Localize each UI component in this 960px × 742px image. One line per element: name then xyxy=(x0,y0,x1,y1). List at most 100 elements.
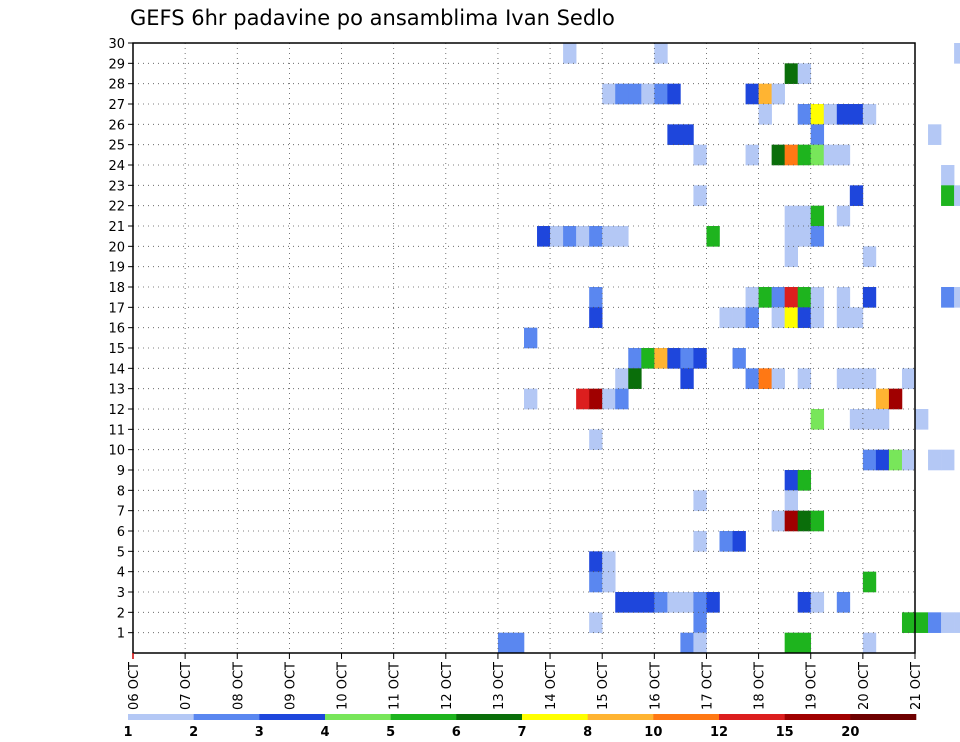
heatmap-cell xyxy=(641,592,655,613)
colorbar-segment xyxy=(456,714,523,720)
colorbar-segment xyxy=(128,714,194,720)
heatmap-cell xyxy=(784,470,798,491)
heatmap-cell xyxy=(862,409,877,430)
heatmap-cell xyxy=(719,531,733,552)
heatmap-cell xyxy=(888,449,903,471)
x-tick-label: 08 OCT xyxy=(231,662,246,710)
heatmap-cell xyxy=(524,327,538,349)
heatmap-cell xyxy=(862,632,877,654)
heatmap-cell xyxy=(901,368,916,389)
heatmap-cell xyxy=(589,226,603,247)
heatmap-cell xyxy=(797,144,812,166)
heatmap-cell xyxy=(524,388,538,410)
heatmap-cell xyxy=(654,592,668,613)
heatmap-cell xyxy=(784,307,798,328)
heatmap-cell xyxy=(784,287,798,308)
heatmap-cell xyxy=(941,165,955,186)
x-tick-label: 20 OCT xyxy=(857,662,872,710)
heatmap-cell xyxy=(928,612,942,633)
heatmap-cell xyxy=(928,449,942,471)
heatmap-cell xyxy=(589,571,603,593)
heatmap-cell xyxy=(797,287,812,308)
chart-title: GEFS 6hr padavine po ansamblima Ivan Sed… xyxy=(130,6,615,30)
heatmap-cell xyxy=(954,287,960,308)
heatmap-cell xyxy=(563,43,577,64)
heatmap-cell xyxy=(628,83,642,105)
heatmap-cell xyxy=(836,205,851,227)
heatmap-cell xyxy=(810,307,825,328)
heatmap-cell xyxy=(745,368,759,389)
heatmap-cell xyxy=(862,246,877,267)
heatmap-cell xyxy=(615,226,629,247)
heatmap-cell xyxy=(497,632,512,654)
colorbar-label: 10 xyxy=(644,725,662,740)
heatmap-cell xyxy=(654,348,668,369)
heatmap-cell xyxy=(784,144,798,166)
heatmap-cell xyxy=(901,449,916,471)
y-tick-label: 1 xyxy=(117,627,125,642)
heatmap-cell xyxy=(758,287,772,308)
heatmap-cell xyxy=(693,348,707,369)
heatmap-cell xyxy=(862,368,877,389)
heatmap-cell xyxy=(784,226,798,247)
heatmap-cell xyxy=(667,124,681,145)
heatmap-cell xyxy=(875,449,890,471)
colorbar-segment xyxy=(850,714,917,720)
x-tick-label: 15 OCT xyxy=(596,662,611,710)
y-tick-label: 22 xyxy=(108,200,125,215)
y-tick-label: 12 xyxy=(108,403,125,418)
x-tick-label: 12 OCT xyxy=(440,662,455,710)
heatmap-cell xyxy=(771,307,785,328)
x-tick-label: 19 OCT xyxy=(805,662,820,710)
heatmap-cell xyxy=(758,83,772,105)
colorbar-segment xyxy=(390,714,457,720)
heatmap-cell xyxy=(849,409,864,430)
heatmap-cell xyxy=(615,368,629,389)
y-tick-label: 6 xyxy=(117,525,125,540)
heatmap-cell xyxy=(589,287,603,308)
heatmap-cell xyxy=(954,185,960,206)
y-tick-label: 16 xyxy=(108,322,125,337)
heatmap-cell xyxy=(510,632,525,654)
heatmap-cell xyxy=(732,307,746,328)
heatmap-cell xyxy=(941,185,955,206)
heatmap-cell xyxy=(836,104,851,125)
heatmap-cell xyxy=(693,612,707,633)
heatmap-cell xyxy=(954,43,960,64)
heatmap-cell xyxy=(758,104,772,125)
heatmap-cell xyxy=(615,592,629,613)
colorbar-label: 20 xyxy=(841,725,859,740)
heatmap-cell xyxy=(758,368,772,389)
heatmap-cell xyxy=(745,287,759,308)
x-tick-label: 14 OCT xyxy=(544,662,559,710)
heatmap-cell xyxy=(602,226,616,247)
colorbar-label: 12 xyxy=(710,725,728,740)
heatmap-cell xyxy=(706,592,720,613)
heatmap-cell xyxy=(797,368,812,389)
colorbar-label: 7 xyxy=(517,725,526,740)
heatmap-cell xyxy=(680,348,694,369)
heatmap-cells xyxy=(497,43,960,654)
heatmap-cell xyxy=(810,124,825,145)
y-tick-label: 4 xyxy=(117,566,125,581)
heatmap-cell xyxy=(680,368,694,389)
colorbar-segment xyxy=(193,714,260,720)
colorbar-label: 8 xyxy=(583,725,592,740)
heatmap-cell xyxy=(797,592,812,613)
heatmap-cell xyxy=(849,368,864,389)
y-tick-label: 3 xyxy=(117,586,125,601)
heatmap-cell xyxy=(941,449,955,471)
heatmap-cell xyxy=(589,551,603,572)
y-tick-label: 21 xyxy=(108,220,125,235)
heatmap-cell xyxy=(641,348,655,369)
y-axis-ticks: 1234567891011121314151617181920212223242… xyxy=(108,37,133,642)
heatmap-cell xyxy=(654,43,668,64)
y-tick-label: 5 xyxy=(117,545,125,560)
heatmap-cell xyxy=(862,104,877,125)
heatmap-cell xyxy=(784,246,798,267)
heatmap-cell xyxy=(810,205,825,227)
x-tick-label: 21 OCT xyxy=(909,662,924,710)
heatmap-cell xyxy=(602,571,616,593)
heatmap-cell xyxy=(810,510,825,532)
